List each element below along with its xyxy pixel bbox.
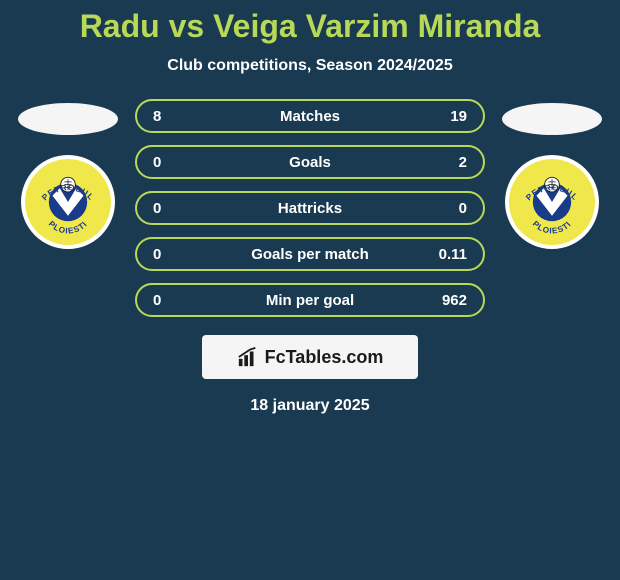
club-badge-right: PETROLUL PLOIESTI [505, 155, 599, 249]
petrolul-badge-icon: PETROLUL PLOIESTI [509, 159, 595, 245]
comparison-area: PETROLUL PLOIESTI 8 Matches 19 0 Goals 2 [0, 99, 620, 317]
player-left-column: PETROLUL PLOIESTI [13, 99, 123, 249]
stat-left-value: 0 [153, 292, 213, 309]
player-left-avatar [18, 103, 118, 135]
player-right-column: PETROLUL PLOIESTI [497, 99, 607, 249]
stat-label: Goals per match [213, 246, 407, 263]
stat-label: Goals [213, 154, 407, 171]
stat-row-matches: 8 Matches 19 [135, 99, 485, 133]
stats-column: 8 Matches 19 0 Goals 2 0 Hattricks 0 0 G… [135, 99, 485, 317]
stat-row-min-per-goal: 0 Min per goal 962 [135, 283, 485, 317]
stat-row-goals: 0 Goals 2 [135, 145, 485, 179]
stat-row-hattricks: 0 Hattricks 0 [135, 191, 485, 225]
bar-chart-icon [237, 346, 259, 368]
stat-label: Min per goal [213, 292, 407, 309]
stat-label: Hattricks [213, 200, 407, 217]
stat-label: Matches [213, 108, 407, 125]
stat-right-value: 19 [407, 108, 467, 125]
stat-right-value: 2 [407, 154, 467, 171]
stat-right-value: 0 [407, 200, 467, 217]
branding-text: FcTables.com [265, 347, 384, 368]
club-badge-left: PETROLUL PLOIESTI [21, 155, 115, 249]
subtitle: Club competitions, Season 2024/2025 [0, 57, 620, 75]
page-title: Radu vs Veiga Varzim Miranda [0, 8, 620, 45]
stat-left-value: 0 [153, 200, 213, 217]
stat-right-value: 0.11 [407, 246, 467, 263]
branding-badge: FcTables.com [202, 335, 418, 379]
player-right-avatar [502, 103, 602, 135]
stat-left-value: 0 [153, 246, 213, 263]
date-label: 18 january 2025 [0, 397, 620, 415]
stat-row-goals-per-match: 0 Goals per match 0.11 [135, 237, 485, 271]
petrolul-badge-icon: PETROLUL PLOIESTI [25, 159, 111, 245]
stat-left-value: 8 [153, 108, 213, 125]
comparison-card: Radu vs Veiga Varzim Miranda Club compet… [0, 0, 620, 415]
stat-left-value: 0 [153, 154, 213, 171]
stat-right-value: 962 [407, 292, 467, 309]
